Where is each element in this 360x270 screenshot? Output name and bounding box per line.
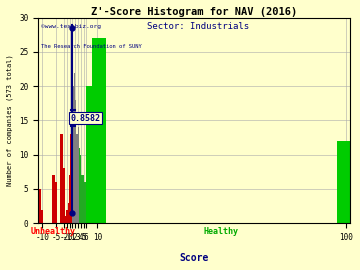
Text: Unhealthy: Unhealthy — [31, 227, 76, 236]
Bar — [77, 134, 78, 223]
Bar — [72, 107, 73, 223]
Bar — [74, 73, 75, 223]
Bar — [76, 134, 77, 223]
Bar — [52, 175, 54, 223]
Bar — [41, 210, 44, 223]
Text: ©www.textbiz.org: ©www.textbiz.org — [41, 24, 101, 29]
Bar — [38, 189, 41, 223]
Text: 0.8582: 0.8582 — [71, 114, 101, 123]
Bar — [83, 175, 84, 223]
Bar — [71, 134, 72, 223]
Bar — [80, 155, 81, 223]
Text: Sector: Industrials: Sector: Industrials — [147, 22, 249, 31]
Text: The Research Foundation of SUNY: The Research Foundation of SUNY — [41, 45, 142, 49]
Bar — [63, 168, 65, 223]
Y-axis label: Number of companies (573 total): Number of companies (573 total) — [7, 55, 13, 186]
Bar — [86, 86, 92, 223]
Title: Z'-Score Histogram for NAV (2016): Z'-Score Histogram for NAV (2016) — [91, 7, 297, 17]
Text: Healthy: Healthy — [204, 227, 239, 236]
Bar — [73, 86, 74, 223]
Bar — [66, 210, 68, 223]
Bar — [337, 141, 351, 223]
Bar — [92, 38, 105, 223]
Bar — [78, 127, 79, 223]
Bar — [69, 175, 71, 223]
Bar — [82, 175, 83, 223]
Bar — [60, 134, 63, 223]
Bar — [75, 100, 76, 223]
Bar — [84, 182, 86, 223]
X-axis label: Score: Score — [179, 253, 208, 263]
Bar — [65, 216, 66, 223]
Bar — [81, 175, 82, 223]
Bar — [54, 182, 57, 223]
Bar — [68, 203, 69, 223]
Bar — [79, 148, 80, 223]
